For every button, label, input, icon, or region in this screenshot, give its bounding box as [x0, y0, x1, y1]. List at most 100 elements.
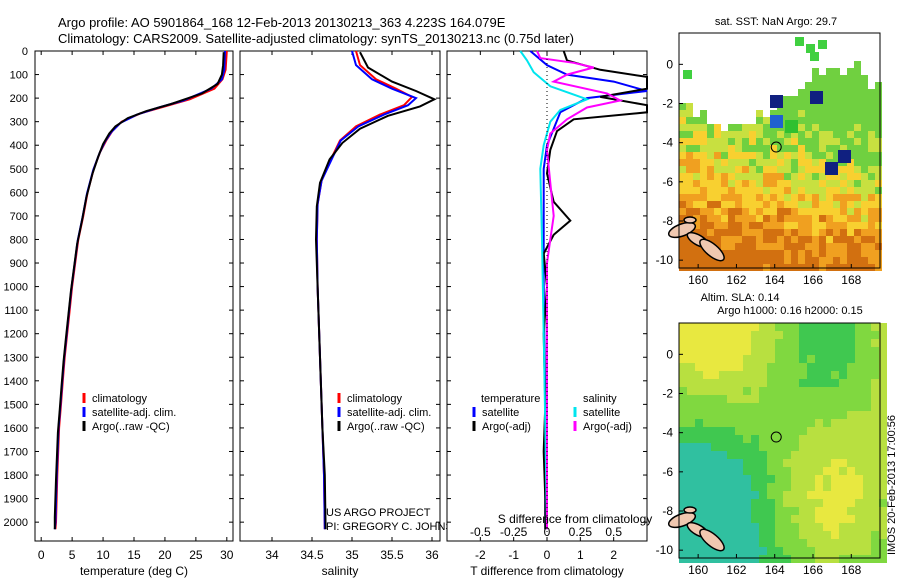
sst-cell: [728, 257, 735, 264]
difference-xtick-label: 1: [577, 548, 584, 562]
sst-cell: [868, 208, 875, 215]
sla-cell: [775, 523, 783, 531]
sla-cell: [703, 507, 711, 515]
sst-cell: [833, 250, 840, 257]
sst-cell: [721, 243, 728, 250]
sst-cell: [805, 250, 812, 257]
sla-cell: [847, 547, 855, 555]
salinity-xtick-label: 35: [345, 548, 359, 562]
sla-cell: [839, 419, 847, 427]
sst-cell: [742, 201, 749, 208]
sla-cell: [855, 323, 863, 331]
sla-cell: [743, 531, 751, 539]
sla-cell: [783, 491, 791, 499]
sla-cell: [759, 483, 767, 491]
sst-cell: [833, 257, 840, 264]
sla-cell: [775, 435, 783, 443]
sla-cell: [767, 539, 775, 547]
sst-cell: [770, 229, 777, 236]
sla-cell: [703, 387, 711, 395]
sst_map-xtick-label: 164: [765, 273, 785, 287]
sla-cell: [823, 507, 831, 515]
sst-cell: [777, 152, 784, 159]
sst-cell: [861, 152, 868, 159]
sst-cell: [812, 75, 819, 82]
sst-cell: [721, 180, 728, 187]
sla-cell: [863, 379, 871, 387]
sla-cell: [839, 435, 847, 443]
sla-cell: [679, 403, 687, 411]
sst-cell: [679, 159, 686, 166]
salinity-legend-label: satellite-adj. clim.: [347, 407, 431, 419]
sst-cell: [805, 229, 812, 236]
sla-cell: [791, 371, 799, 379]
sla-cell: [719, 459, 727, 467]
sla-cell: [847, 323, 855, 331]
sla-cell: [855, 507, 863, 515]
sla-cell: [855, 347, 863, 355]
sla-cell: [807, 371, 815, 379]
sst-cell: [700, 152, 707, 159]
sst-cell: [714, 152, 721, 159]
sst-cell: [721, 215, 728, 222]
sla-cell: [727, 355, 735, 363]
sst-cell: [679, 187, 686, 194]
sst-cell: [770, 115, 783, 128]
sst-cell: [861, 166, 868, 173]
sst-cell: [728, 215, 735, 222]
sst-cell: [742, 236, 749, 243]
sla_map-xtick-label: 164: [765, 563, 785, 577]
sst-cell: [854, 201, 861, 208]
sst-cell: [714, 194, 721, 201]
sla-cell: [743, 339, 751, 347]
sla-cell: [799, 539, 807, 547]
sla-cell: [807, 483, 815, 491]
sla-cell: [751, 483, 759, 491]
sst-cell: [791, 222, 798, 229]
sst-cell: [854, 82, 861, 89]
sst-cell: [826, 243, 833, 250]
sla-cell: [711, 323, 719, 331]
difference-series-3: [536, 50, 624, 530]
sst-cell: [784, 257, 791, 264]
sla-cell: [711, 547, 719, 555]
sst-cell: [728, 194, 735, 201]
sst-cell: [847, 222, 854, 229]
temperature-axes-frame: [34, 50, 234, 542]
sla-cell: [775, 355, 783, 363]
sst-cell: [812, 215, 819, 222]
sla-cell: [687, 371, 695, 379]
sla-cell: [855, 379, 863, 387]
temperature-ytick-label: 1300: [4, 352, 28, 364]
sla-cell: [871, 475, 879, 483]
sst-cell: [735, 208, 742, 215]
sst-cell: [756, 187, 763, 194]
sst-cell: [861, 131, 868, 138]
difference-xtick-top-label: -0.5: [470, 525, 491, 539]
sst-cell: [833, 138, 840, 145]
sla-cell: [743, 411, 751, 419]
sst-cell: [770, 257, 777, 264]
temperature-ytick-label: 900: [10, 258, 28, 270]
sla-cell: [847, 355, 855, 363]
sst-cell: [847, 166, 854, 173]
difference-legend-label: satellite: [482, 407, 519, 419]
sst-cell: [868, 110, 875, 117]
sst-cell: [763, 229, 770, 236]
sst-cell: [875, 250, 882, 257]
sla-cell: [871, 371, 879, 379]
sla-cell: [703, 371, 711, 379]
sst-cell: [714, 173, 721, 180]
sst-cell: [833, 117, 840, 124]
sst-cell: [707, 124, 714, 131]
sla-cell: [743, 491, 751, 499]
sst-cell: [826, 75, 833, 82]
sla-cell: [735, 427, 743, 435]
sla-cell: [743, 419, 751, 427]
sla-cell: [815, 443, 823, 451]
sla-cell: [831, 531, 839, 539]
sla-cell: [679, 427, 687, 435]
sst-cell: [868, 257, 875, 264]
sst-cell: [875, 124, 882, 131]
sst-cell: [826, 236, 833, 243]
